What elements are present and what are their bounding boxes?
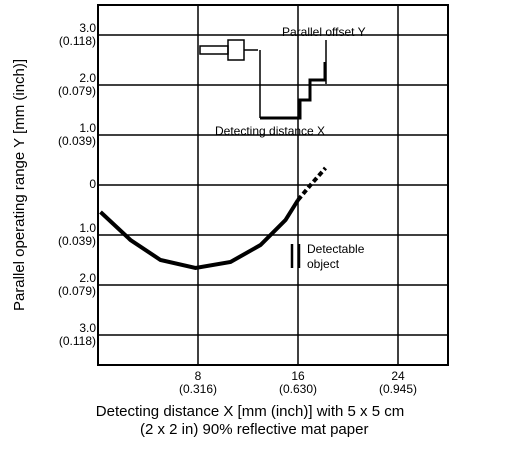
y-tick-label: (0.118) <box>59 34 96 48</box>
annotation: Parallel offset Y <box>282 25 366 39</box>
annotation: object <box>307 257 340 271</box>
y-tick-label: 1.0 <box>79 221 96 235</box>
x-axis-label: (2 x 2 in) 90% reflective mat paper <box>140 421 368 438</box>
y-tick-label: 1.0 <box>79 121 96 135</box>
x-tick-label: (0.945) <box>379 382 417 396</box>
y-tick-label: 3.0 <box>79 21 96 35</box>
inset-diagram <box>199 39 327 268</box>
data-line <box>296 166 327 202</box>
y-tick-label: (0.039) <box>58 234 96 248</box>
y-tick-label: (0.079) <box>58 84 96 98</box>
x-tick-label: 24 <box>391 369 405 383</box>
y-axis-label: Parallel operating range Y [mm (inch)] <box>11 59 28 311</box>
y-tick-label: 2.0 <box>79 271 96 285</box>
x-tick-label: (0.630) <box>279 382 317 396</box>
y-tick-label: 0 <box>89 177 96 191</box>
y-tick-label: 2.0 <box>79 71 96 85</box>
x-tick-label: (0.316) <box>179 382 217 396</box>
x-tick-label: 8 <box>195 369 202 383</box>
annotation: Detectable <box>307 242 365 256</box>
x-tick-label: 16 <box>291 369 305 383</box>
annotation: Detecting distance X <box>215 124 325 138</box>
y-tick-label: (0.039) <box>58 134 96 148</box>
y-tick-label: (0.118) <box>59 334 96 348</box>
y-tick-label: 3.0 <box>79 321 96 335</box>
data-line <box>99 198 300 271</box>
y-tick-label: (0.079) <box>58 284 96 298</box>
x-axis-label: Detecting distance X [mm (inch)] with 5 … <box>96 403 404 420</box>
